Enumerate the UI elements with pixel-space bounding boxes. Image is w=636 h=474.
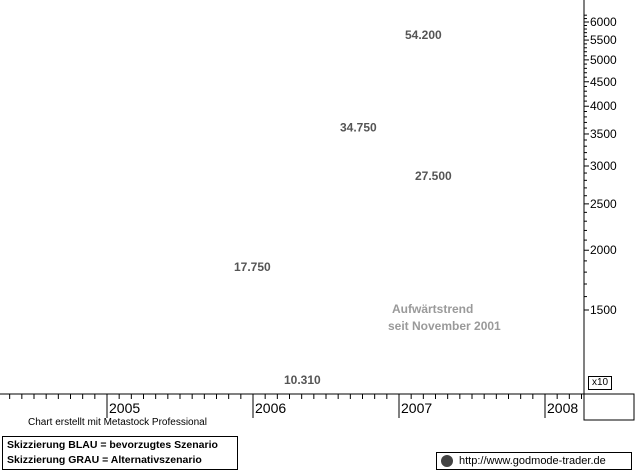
x-tick-label: 2005 — [109, 400, 140, 416]
x-tick-label: 2008 — [547, 400, 578, 416]
trend-annotation: Aufwärtstrend — [392, 302, 473, 316]
level-label: 10.310 — [284, 373, 321, 387]
plot-background — [6, 4, 584, 394]
trend-annotation: seit November 2001 — [388, 319, 501, 333]
x-tick-label: 2007 — [401, 400, 432, 416]
x-tick-label: 2006 — [255, 400, 286, 416]
y-tick-label: 6000 — [590, 15, 617, 29]
y-tick-label: 4000 — [590, 99, 617, 113]
y-tick-label: 4500 — [590, 75, 617, 89]
y-tick-label: 5000 — [590, 53, 617, 67]
axis-corner — [583, 393, 635, 421]
level-label: 27.500 — [415, 169, 452, 183]
y-tick-label: 2500 — [590, 197, 617, 211]
chart-credit: Chart erstellt mit Metastock Professiona… — [28, 417, 207, 428]
axis-layer — [0, 0, 635, 421]
y-tick-label: 3000 — [590, 159, 617, 173]
level-label: 17.750 — [234, 260, 271, 274]
label-layer: 1500 2000 2500 3000 3500 4000 4500 5000 5500 6000… — [109, 15, 617, 416]
legend-blue-scenario: Skizzierung BLAU = bevorzugtes Szenario — [7, 439, 218, 451]
y-axis-multiplier: x10 — [588, 376, 612, 390]
level-label: 54.200 — [405, 28, 442, 42]
globe-icon — [441, 455, 453, 467]
level-label: 34.750 — [340, 120, 377, 134]
legend-gray-scenario: Skizzierung GRAU = Alternativszenario — [7, 454, 202, 466]
source-url-text[interactable]: http://www.godmode-trader.de — [459, 455, 606, 467]
y-tick-label: 2000 — [590, 243, 617, 257]
y-tick-label: 1500 — [590, 303, 617, 317]
y-tick-label: 5500 — [590, 33, 617, 47]
candle-body — [1, 321, 5, 332]
scenario-legend: Skizzierung BLAU = bevorzugtes Szenario … — [2, 436, 238, 470]
source-url[interactable]: http://www.godmode-trader.de — [436, 452, 632, 470]
y-tick-label: 3500 — [590, 127, 617, 141]
